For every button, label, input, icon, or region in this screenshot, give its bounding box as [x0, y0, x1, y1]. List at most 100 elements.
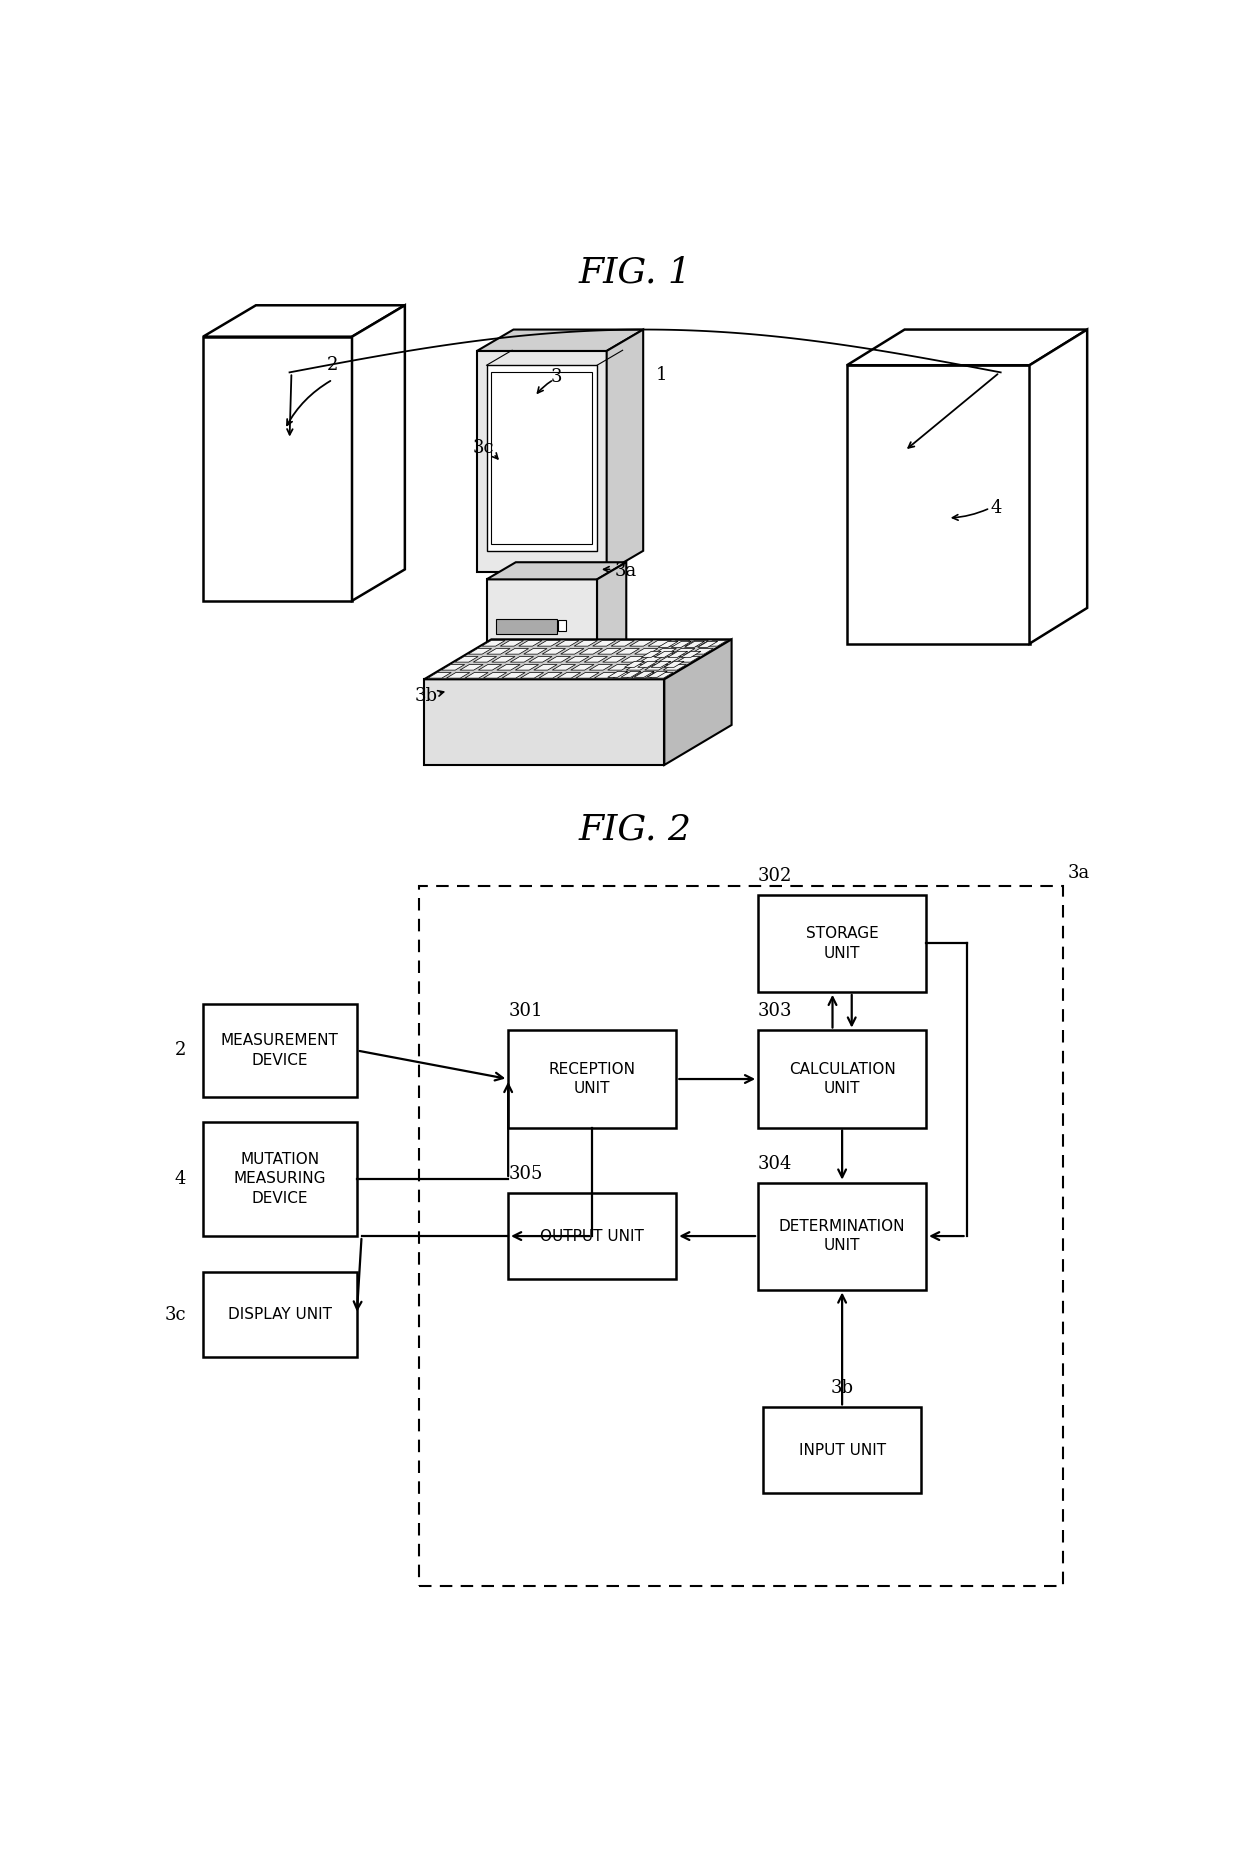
- Text: DISPLAY UNIT: DISPLAY UNIT: [228, 1307, 332, 1322]
- Bar: [763, 1407, 921, 1492]
- Polygon shape: [482, 640, 505, 647]
- Polygon shape: [484, 673, 507, 679]
- Text: MEASUREMENT
DEVICE: MEASUREMENT DEVICE: [221, 1033, 339, 1068]
- Bar: [203, 1005, 357, 1098]
- Text: 3a: 3a: [1068, 864, 1090, 883]
- Polygon shape: [667, 640, 689, 647]
- Polygon shape: [497, 664, 520, 669]
- Polygon shape: [677, 656, 699, 662]
- Polygon shape: [665, 662, 684, 667]
- Polygon shape: [533, 664, 557, 669]
- Bar: [486, 365, 596, 551]
- Polygon shape: [698, 641, 718, 647]
- Text: 4: 4: [175, 1170, 186, 1188]
- Text: 3c: 3c: [164, 1305, 186, 1324]
- Polygon shape: [203, 306, 404, 337]
- Polygon shape: [594, 673, 618, 679]
- Text: CALCULATION
UNIT: CALCULATION UNIT: [789, 1062, 895, 1096]
- Polygon shape: [575, 673, 599, 679]
- Polygon shape: [424, 679, 665, 766]
- Polygon shape: [613, 673, 636, 679]
- Text: RECEPTION
UNIT: RECEPTION UNIT: [549, 1062, 636, 1096]
- Text: STORAGE
UNIT: STORAGE UNIT: [806, 927, 878, 960]
- Polygon shape: [486, 562, 626, 580]
- Polygon shape: [634, 671, 653, 677]
- Bar: [758, 1183, 926, 1290]
- Polygon shape: [608, 664, 631, 669]
- Bar: [203, 1272, 357, 1357]
- Polygon shape: [516, 664, 538, 669]
- Polygon shape: [630, 640, 653, 647]
- Polygon shape: [606, 330, 644, 573]
- Text: FIG. 2: FIG. 2: [579, 812, 692, 845]
- Text: MUTATION
MEASURING
DEVICE: MUTATION MEASURING DEVICE: [233, 1151, 326, 1205]
- Bar: [203, 1122, 357, 1237]
- Polygon shape: [625, 662, 645, 667]
- Polygon shape: [521, 673, 543, 679]
- Text: FIG. 1: FIG. 1: [579, 256, 692, 289]
- Polygon shape: [565, 656, 589, 662]
- Polygon shape: [547, 656, 570, 662]
- Polygon shape: [537, 640, 560, 647]
- Polygon shape: [502, 673, 526, 679]
- Text: 2: 2: [175, 1042, 186, 1059]
- Polygon shape: [542, 649, 565, 654]
- Polygon shape: [477, 350, 606, 573]
- Text: 3b: 3b: [831, 1379, 853, 1398]
- Polygon shape: [455, 656, 479, 662]
- Polygon shape: [556, 640, 579, 647]
- Polygon shape: [649, 640, 671, 647]
- Text: 3b: 3b: [414, 688, 438, 705]
- Text: 2: 2: [327, 356, 339, 375]
- Polygon shape: [684, 640, 708, 647]
- Polygon shape: [598, 649, 621, 654]
- Polygon shape: [691, 649, 713, 654]
- Polygon shape: [574, 640, 598, 647]
- Bar: [758, 895, 926, 992]
- Polygon shape: [500, 640, 523, 647]
- Bar: [508, 1194, 676, 1279]
- Bar: [419, 886, 1063, 1585]
- Polygon shape: [631, 673, 655, 679]
- Polygon shape: [608, 671, 627, 677]
- Text: 3: 3: [551, 367, 563, 386]
- Polygon shape: [465, 673, 489, 679]
- Polygon shape: [621, 656, 645, 662]
- Text: 4: 4: [991, 499, 1002, 517]
- Polygon shape: [658, 641, 678, 647]
- Text: 303: 303: [758, 1003, 792, 1020]
- Polygon shape: [528, 656, 552, 662]
- Polygon shape: [479, 664, 502, 669]
- Polygon shape: [1029, 330, 1087, 643]
- Text: DETERMINATION
UNIT: DETERMINATION UNIT: [779, 1218, 905, 1253]
- Text: 302: 302: [758, 868, 792, 884]
- Bar: [558, 619, 567, 632]
- Polygon shape: [505, 649, 528, 654]
- Polygon shape: [579, 649, 603, 654]
- Bar: [508, 1031, 676, 1127]
- Polygon shape: [539, 673, 562, 679]
- Polygon shape: [672, 649, 694, 654]
- Polygon shape: [645, 664, 668, 669]
- Polygon shape: [651, 662, 671, 667]
- Polygon shape: [596, 562, 626, 673]
- Text: 305: 305: [508, 1166, 543, 1183]
- Polygon shape: [511, 656, 533, 662]
- Polygon shape: [847, 330, 1087, 365]
- Polygon shape: [637, 662, 657, 667]
- Polygon shape: [684, 641, 704, 647]
- Polygon shape: [523, 649, 547, 654]
- Text: 3a: 3a: [614, 562, 636, 580]
- Polygon shape: [847, 365, 1029, 643]
- Polygon shape: [703, 640, 727, 647]
- Bar: [758, 1031, 926, 1127]
- Polygon shape: [469, 649, 491, 654]
- Text: 1: 1: [656, 367, 667, 384]
- Polygon shape: [428, 673, 451, 679]
- Polygon shape: [665, 640, 732, 766]
- Polygon shape: [681, 651, 701, 658]
- Polygon shape: [492, 656, 515, 662]
- Polygon shape: [446, 673, 470, 679]
- Bar: [491, 373, 593, 543]
- Polygon shape: [487, 649, 510, 654]
